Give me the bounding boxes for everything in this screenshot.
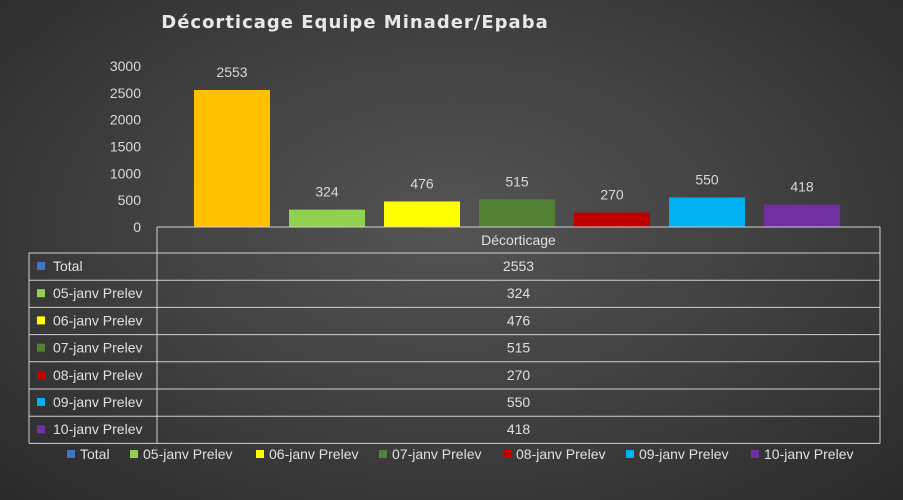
legend-swatch — [503, 450, 511, 458]
data-label: 2553 — [216, 64, 247, 80]
table-series-name: 05-janv Prelev — [53, 285, 143, 301]
legend-swatch — [626, 450, 634, 458]
table-series-name: 09-janv Prelev — [53, 394, 143, 410]
legend-label: 08-janv Prelev — [516, 446, 606, 462]
table-series-name: 06-janv Prelev — [53, 312, 143, 328]
legend-label: 07-janv Prelev — [392, 446, 482, 462]
chart-title: Décorticage Equipe Minader/Epaba — [161, 12, 548, 33]
bar — [669, 197, 745, 227]
table-header-label: Décorticage — [481, 232, 556, 248]
legend-label: 06-janv Prelev — [269, 446, 359, 462]
bar — [289, 209, 365, 227]
table-series-name: 07-janv Prelev — [53, 340, 143, 356]
legend: Total 05-janv Prelev 06-janv Prelev 07-janv… — [67, 446, 854, 462]
data-label: 418 — [790, 179, 814, 195]
data-label: 270 — [600, 187, 624, 203]
y-axis: 0 500 1000 1500 2000 2500 3000 — [110, 58, 141, 235]
data-label: 324 — [315, 184, 339, 200]
table-value: 418 — [507, 421, 531, 437]
bar — [574, 212, 650, 227]
table-series-swatch — [37, 370, 45, 379]
bar — [384, 201, 460, 227]
table-series-name: 10-janv Prelev — [53, 421, 143, 437]
bars — [194, 89, 840, 227]
y-tick-label: 1500 — [110, 139, 141, 155]
table-value: 2553 — [503, 258, 534, 274]
table-value: 476 — [507, 312, 531, 328]
data-label: 550 — [695, 171, 719, 187]
table-series-swatch — [37, 398, 45, 406]
table-series-swatch — [37, 289, 45, 298]
bar — [194, 89, 270, 227]
table-value: 550 — [507, 394, 531, 410]
y-tick-label: 2000 — [110, 112, 141, 128]
data-label: 476 — [410, 175, 434, 191]
table-series-swatch — [37, 262, 45, 270]
table-series-swatch — [37, 343, 45, 352]
legend-swatch — [67, 450, 75, 458]
legend-label: 09-janv Prelev — [639, 446, 729, 462]
data-table: Décorticage Total 2553 05-janv Prelev 324 06-… — [28, 226, 881, 444]
legend-label: 10-janv Prelev — [764, 446, 854, 462]
legend-swatch — [130, 450, 138, 458]
y-tick-label: 3000 — [110, 58, 141, 74]
table-value: 324 — [507, 285, 531, 301]
legend-label: 05-janv Prelev — [143, 446, 233, 462]
bar — [764, 204, 840, 227]
table-value: 515 — [507, 340, 531, 356]
legend-swatch — [751, 450, 759, 458]
y-tick-label: 0 — [133, 219, 141, 235]
y-tick-label: 2500 — [110, 85, 141, 101]
data-label: 515 — [505, 173, 529, 189]
data-labels: 2553 324 476 515 270 550 418 — [216, 64, 813, 203]
table-series-swatch — [37, 425, 45, 434]
legend-swatch — [379, 450, 387, 458]
table-series-name: Total — [53, 258, 83, 274]
legend-swatch — [256, 450, 264, 458]
table-value: 270 — [507, 367, 531, 383]
table-series-swatch — [37, 316, 45, 325]
table-series-name: 08-janv Prelev — [53, 367, 143, 383]
bar — [479, 199, 555, 227]
y-tick-label: 500 — [118, 192, 142, 208]
y-tick-label: 1000 — [110, 165, 141, 181]
legend-label: Total — [80, 446, 110, 462]
